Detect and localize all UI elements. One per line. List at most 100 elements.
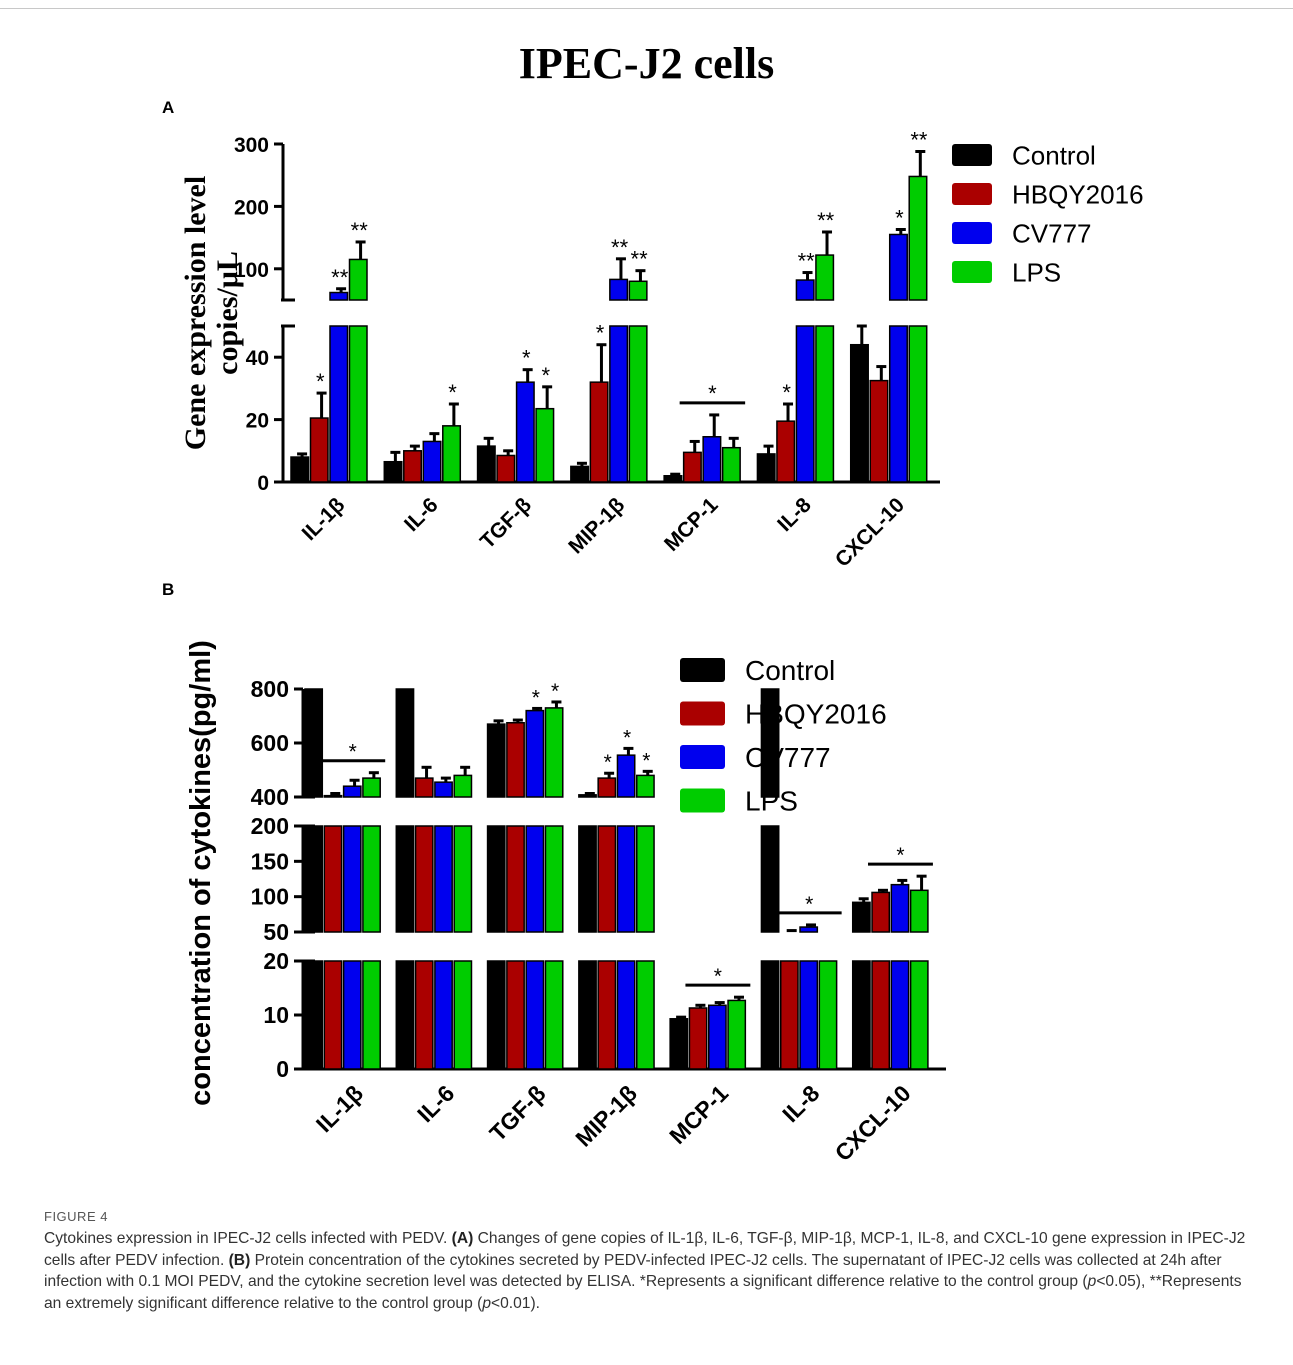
significance-mark-il-8-cv777: **	[798, 249, 816, 274]
caption-text-2: Changes of gene copies of IL-1β, IL-6, T…	[44, 1230, 1246, 1269]
bar-mip-1-lps-seg0	[636, 960, 655, 1070]
bar-mcp-1-control-seg0	[669, 1018, 689, 1070]
bar-il-6-control-seg0	[395, 960, 415, 1070]
y-tick-label-0: 0	[257, 472, 269, 495]
significance-mark-mip-1-cv777: *	[623, 726, 631, 749]
significance-mark-tgf-lps: *	[551, 680, 559, 703]
y-tick-label-200: 200	[234, 196, 269, 219]
bar-mip-1-control-seg0	[578, 960, 597, 1070]
y-tick-label-10: 10	[263, 1002, 289, 1028]
legend-label-cv777: CV777	[745, 742, 831, 773]
bar-il-1-lps-seg1	[348, 258, 368, 301]
legend-label-cv777: CV777	[1012, 218, 1092, 248]
bar-tgf-hbqy2016-seg0	[496, 454, 516, 483]
bar-cxcl-10-lps-seg0	[908, 325, 928, 483]
figure-caption: Cytokines expression in IPEC-J2 cells in…	[44, 1228, 1254, 1314]
legend-label-hbqy2016: HBQY2016	[1012, 179, 1144, 209]
bar-cxcl-10-hbqy2016-seg0	[869, 379, 889, 483]
significance-mark-cxcl-10-lps: **	[910, 127, 928, 152]
bar-il-8-cv777-seg1	[799, 926, 819, 933]
legend-swatch-control	[680, 658, 725, 682]
legend-swatch-hbqy2016	[680, 701, 725, 726]
cytokine-concentration-chart: 0 10 20 50 100 150 200 400 600 800 * * * * * * * * * IL-1β I…	[185, 640, 946, 1166]
y-axis-title: concentration of cytokines(pg/ml)	[185, 640, 217, 1106]
bar-il-8-control-seg1	[760, 825, 780, 933]
bar-il-1-cv777-seg0	[329, 325, 349, 483]
bar-il-6-hbqy2016-seg1	[414, 825, 434, 933]
bar-mip-1-control-seg1	[578, 825, 597, 933]
legend-swatch-cv777	[952, 222, 992, 244]
bar-tgf-lps-seg2	[544, 707, 564, 798]
legend-label-lps: LPS	[745, 786, 798, 817]
significance-mark-mip-1-cv777: **	[611, 235, 629, 260]
significance-mark-mip-1-hbqy2016: *	[596, 321, 605, 346]
bar-il-1-cv777-seg1	[342, 825, 362, 933]
legend-swatch-lps	[952, 261, 992, 283]
significance-mark-mcp-1: *	[708, 381, 717, 406]
bar-tgf-lps-seg0	[544, 960, 564, 1070]
legend-label-lps: LPS	[1012, 257, 1061, 287]
bar-cxcl-10-hbqy2016-seg0	[871, 960, 891, 1070]
y-axis-title-line1: Gene expression level	[179, 176, 212, 450]
bar-mip-1-lps-seg2	[636, 774, 655, 798]
bar-il-1-control-seg0	[304, 960, 324, 1070]
significance-mark-tgf-lps: *	[542, 363, 551, 388]
significance-mark-mip-1-lps: **	[631, 247, 649, 272]
bar-tgf-lps-seg1	[544, 825, 564, 933]
caption-p2: p	[482, 1294, 491, 1312]
bar-tgf-cv777-seg1	[525, 825, 545, 933]
bar-mip-1-cv777-seg1	[609, 278, 629, 301]
bar-il-6-cv777-seg0	[434, 960, 453, 1070]
bar-tgf-hbqy2016-seg2	[506, 722, 525, 798]
caption-b-mark: (B)	[228, 1251, 251, 1269]
bar-cxcl-10-control-seg0	[851, 960, 871, 1070]
x-tick-label-cxcl-10: CXCL-10	[830, 1080, 916, 1166]
y-tick-label-400: 400	[251, 784, 289, 810]
legend-swatch-cv777	[680, 745, 725, 769]
bar-mcp-1-cv777-seg0	[702, 436, 722, 483]
significance-mark-cxcl-10-cv777: *	[895, 205, 904, 230]
bar-il-6-lps-seg0	[442, 425, 462, 483]
bar-tgf-lps-seg0	[535, 407, 555, 483]
bar-il-6-cv777-seg2	[434, 781, 453, 798]
bar-il-6-cv777-seg0	[422, 440, 442, 483]
bar-il-1-control-seg1	[304, 825, 324, 933]
bar-il-8-lps-seg0	[815, 325, 835, 483]
y-tick-label-0: 0	[276, 1056, 289, 1082]
significance-mark-il-1-cv777: **	[331, 265, 349, 290]
y-tick-label-200: 200	[251, 813, 289, 839]
bar-il-1-hbqy2016-seg0	[323, 960, 343, 1070]
significance-mark-tgf-cv777: *	[522, 346, 531, 371]
significance-mark-mcp-1: *	[714, 965, 722, 988]
caption-a-mark: (A)	[451, 1230, 474, 1247]
bar-mip-1-cv777-seg1	[616, 825, 636, 933]
figure-title: IPEC-J2 cells	[518, 39, 775, 88]
legend-swatch-lps	[680, 788, 725, 813]
y-axis-title-line2: copies/μL	[211, 251, 244, 375]
bar-il-1-control-seg2	[304, 688, 324, 798]
bar-il-8-control-seg2	[760, 688, 780, 798]
bar-cxcl-10-lps-seg1	[909, 889, 929, 933]
significance-mark-tgf-cv777: *	[532, 686, 540, 709]
significance-mark-il-1: *	[349, 741, 357, 764]
legend-label-control: Control	[1012, 140, 1096, 170]
significance-mark-mip-1-hbqy2016: *	[604, 751, 612, 774]
y-tick-label-100: 100	[234, 259, 269, 282]
y-tick-label-100: 100	[251, 884, 289, 910]
bar-il-8-control-seg0	[760, 960, 780, 1070]
bar-tgf-control-seg0	[476, 445, 496, 483]
bar-il-8-control-seg0	[756, 453, 776, 483]
bar-mip-1-cv777-seg2	[616, 754, 636, 798]
significance-mark-mip-1-lps: *	[642, 749, 650, 772]
bar-mip-1-cv777-seg0	[616, 960, 636, 1070]
x-tick-label-mip-1: MIP-1β	[570, 1080, 642, 1152]
caption-p1: p	[1087, 1273, 1097, 1290]
bar-mip-1-hbqy2016-seg0	[597, 960, 617, 1070]
bar-il-8-cv777-seg0	[799, 960, 819, 1070]
y-tick-label-40: 40	[246, 347, 269, 370]
bar-il-1-hbqy2016-seg0	[309, 417, 329, 483]
bar-tgf-cv777-seg0	[515, 381, 535, 483]
legend-swatch-hbqy2016	[952, 183, 992, 205]
bar-mip-1-control-seg0	[570, 465, 590, 483]
